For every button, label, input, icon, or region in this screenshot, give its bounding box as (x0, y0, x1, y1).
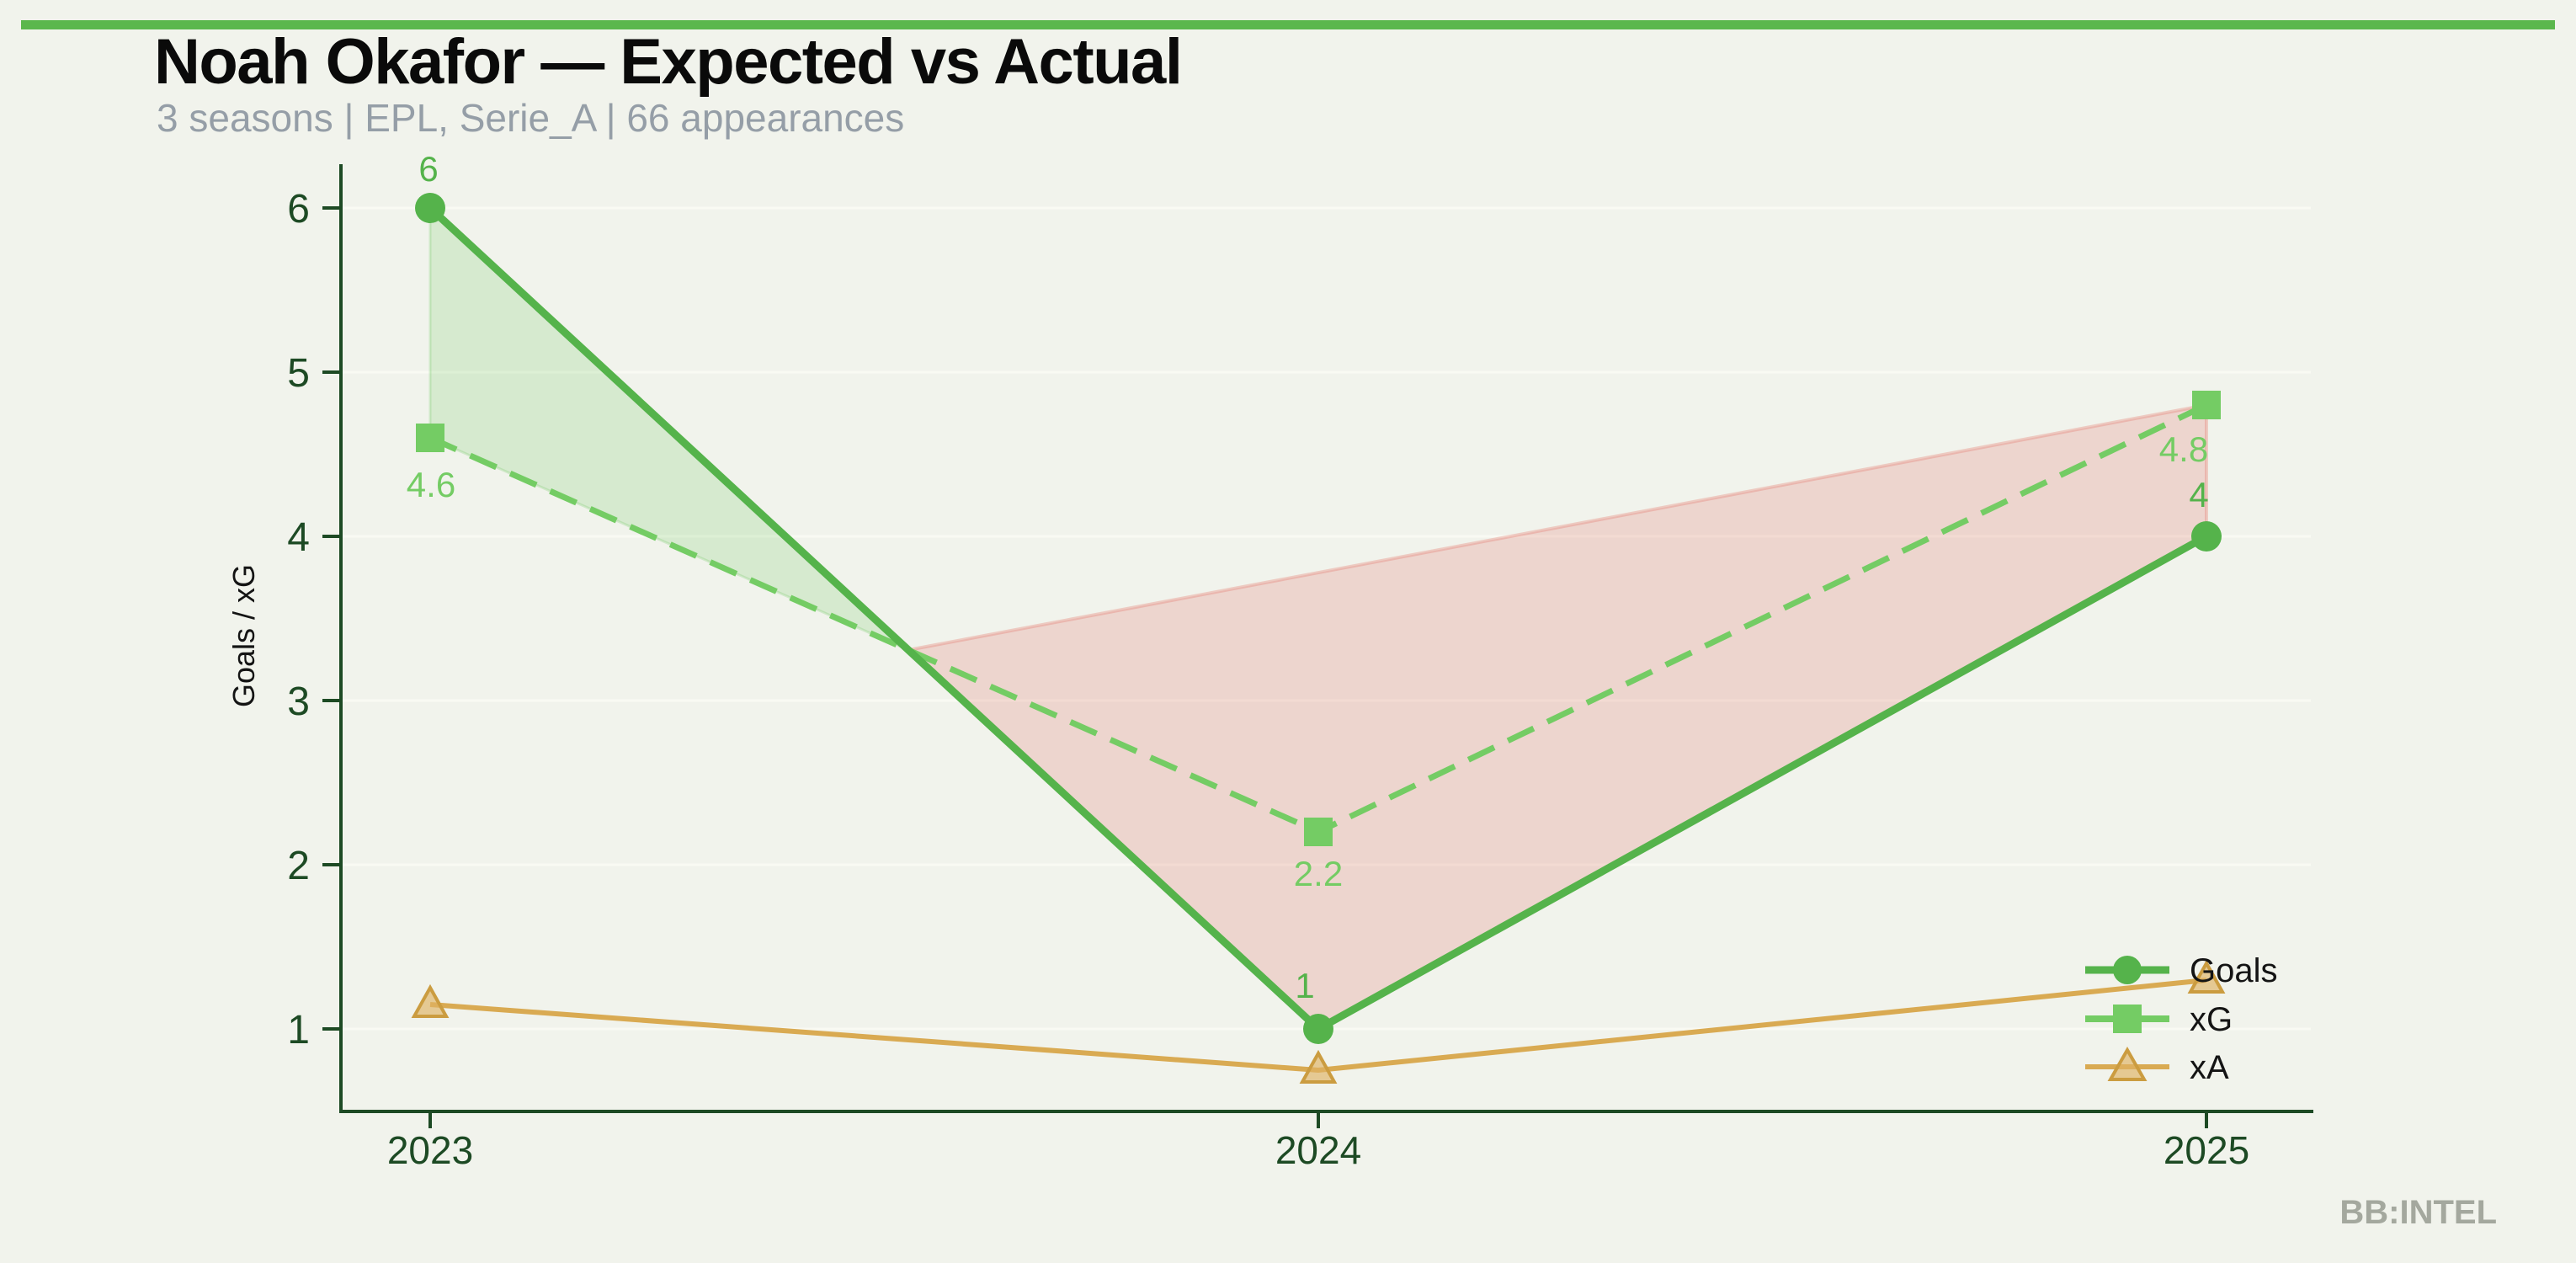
page-subtitle: 3 seasons | EPL, Serie_A | 66 appearance… (157, 96, 905, 140)
legend-xg-label: xG (2190, 1001, 2233, 1038)
goals-label-2023: 6 (418, 149, 438, 189)
goals-marker-2025 (2191, 521, 2222, 552)
y-tick-label-1: 1 (287, 1008, 310, 1052)
y-axis: 6 5 4 3 2 1 Goals / xG (226, 164, 343, 1113)
legend-item-xa: xA (2085, 1046, 2229, 1086)
x-tick-label-2025: 2025 (2164, 1128, 2249, 1172)
xg-label-2025: 4.8 (2159, 429, 2208, 469)
gridlines (343, 206, 2311, 1031)
goals-label-2025: 4 (2189, 475, 2208, 514)
legend: Goals xG xA (2085, 952, 2278, 1086)
xg-marker-2024 (1304, 818, 1333, 846)
xg-marker-2023 (416, 424, 444, 452)
brand-watermark: BB:INTEL (2339, 1194, 2497, 1231)
xa-marker-2023 (411, 983, 450, 1018)
y-tick-label-6: 6 (287, 187, 310, 232)
legend-xa-marker (2107, 1046, 2148, 1081)
legend-item-goals: Goals (2085, 952, 2278, 989)
legend-xa-label: xA (2190, 1049, 2229, 1086)
goals-label-2024: 1 (1295, 966, 1314, 1005)
goals-marker-2024 (1303, 1014, 1333, 1044)
xg-label-2024: 2.2 (1294, 854, 1343, 893)
page-title: Noah Okafor — Expected vs Actual (154, 26, 1183, 98)
legend-item-xg: xG (2085, 1001, 2233, 1038)
legend-goals-marker (2113, 956, 2142, 984)
y-tick-label-2: 2 (287, 844, 310, 888)
x-tick-label-2024: 2024 (1275, 1128, 1361, 1172)
x-tick-label-2023: 2023 (387, 1128, 473, 1172)
xg-marker-2025 (2192, 391, 2221, 419)
xa-marker-2024 (1299, 1049, 1338, 1084)
xa-marker-2025 (2187, 959, 2226, 994)
accent-bar (21, 20, 2555, 29)
y-tick-label-4: 4 (287, 515, 310, 560)
legend-goals-label: Goals (2190, 952, 2278, 989)
xg-label-2023: 4.6 (407, 465, 455, 504)
y-tick-label-5: 5 (287, 351, 310, 396)
y-axis-title: Goals / xG (226, 564, 261, 707)
goals-marker-2023 (415, 193, 445, 223)
x-axis: 2023 2024 2025 (339, 1110, 2313, 1172)
y-tick-label-3: 3 (287, 679, 310, 724)
legend-xg-marker (2113, 1005, 2142, 1033)
